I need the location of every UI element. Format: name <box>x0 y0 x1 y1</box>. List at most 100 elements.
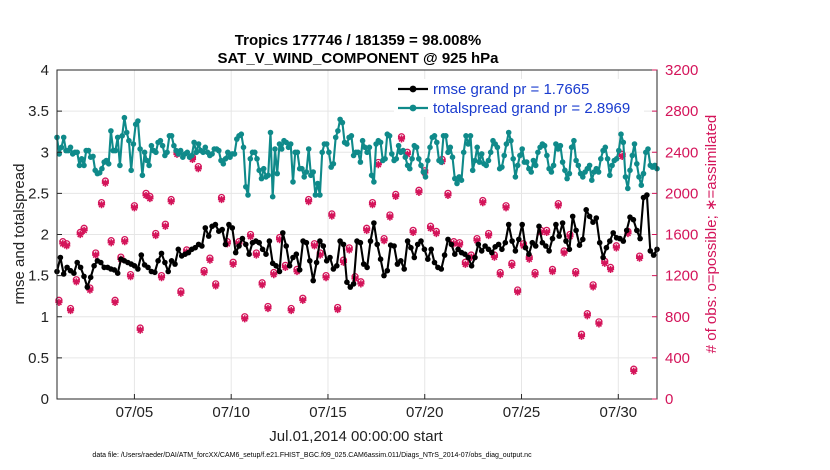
series-rmse-point <box>408 244 414 251</box>
series-rmse-point <box>84 284 91 290</box>
series-spread-point <box>231 151 238 157</box>
series-rmse-point <box>569 213 576 220</box>
series-spread-point <box>631 141 638 147</box>
obs-assimilated-point <box>577 332 586 340</box>
series-spread-point <box>463 133 469 139</box>
obs-assimilated-point <box>397 135 406 143</box>
series-spread-point <box>362 144 368 151</box>
obs-assimilated-point <box>543 228 551 237</box>
obs-assimilated-point <box>374 160 382 169</box>
obs-assimilated-point <box>130 204 139 212</box>
series-rmse-point <box>607 238 613 244</box>
series-spread-point <box>202 144 209 151</box>
series-spread-point <box>144 157 150 164</box>
series-rmse-point <box>495 241 502 248</box>
series-spread-point <box>99 165 105 172</box>
series-spread-point <box>368 172 375 179</box>
series-spread-point <box>487 149 494 156</box>
series-rmse-point <box>199 243 205 249</box>
series-rmse-point <box>239 235 246 242</box>
series-spread-point <box>332 134 339 141</box>
series-spread-point <box>310 169 317 175</box>
series-spread-point <box>447 144 454 151</box>
series-rmse-point <box>418 238 424 244</box>
left-tick-label: 0.5 <box>28 350 49 367</box>
series-spread-point <box>177 147 184 154</box>
series-spread-point <box>76 162 83 169</box>
series-rmse-point <box>425 256 431 263</box>
series-spread-point <box>382 156 388 162</box>
series-rmse-point <box>421 246 428 253</box>
obs-assimilated-point <box>293 267 301 276</box>
series-spread-point <box>141 149 148 156</box>
series-rmse-point <box>155 258 161 264</box>
series-spread-point <box>485 157 492 164</box>
series-spread-point <box>128 167 134 174</box>
series-rmse-point <box>219 226 225 233</box>
obs-assimilated-point <box>496 270 504 279</box>
series-rmse-point <box>583 207 589 213</box>
series-spread-point <box>517 152 523 159</box>
right-axis-label: # of obs: o=possible; ∗=assimilated <box>703 115 720 354</box>
series-rmse-point <box>303 239 310 246</box>
series-spread-point <box>528 169 534 175</box>
series-rmse-point <box>364 264 370 271</box>
series-rmse-point <box>232 249 239 256</box>
series-spread-point <box>535 149 541 156</box>
series-spread-point <box>137 146 143 152</box>
obs-assimilated-point <box>531 270 539 279</box>
series-spread-point <box>81 162 87 169</box>
chart-title-line1: Tropics 177746 / 181359 = 98.008% <box>235 32 481 49</box>
series-spread-point <box>200 149 206 156</box>
obs-assimilated-point <box>409 228 417 237</box>
obs-assimilated-point <box>252 251 260 259</box>
obs-assimilated-point <box>502 204 510 212</box>
obs-assimilated-point <box>357 280 365 288</box>
series-spread-point <box>366 144 373 151</box>
obs-assimilated-point <box>194 165 202 173</box>
series-rmse-point <box>610 230 616 236</box>
series-rmse-point <box>580 236 586 243</box>
series-rmse-point <box>553 221 559 228</box>
obs-assimilated-point <box>76 230 84 239</box>
series-spread-point <box>616 147 622 154</box>
series-spread-point <box>443 133 449 139</box>
obs-assimilated-point <box>246 232 255 241</box>
series-rmse-point <box>246 251 252 257</box>
series-spread-point <box>326 149 332 156</box>
series-spread-point <box>566 170 573 177</box>
obs-assimilated-point <box>264 304 272 313</box>
obs-assimilated-point <box>601 259 609 267</box>
series-spread-point <box>501 152 508 159</box>
x-axis-ticks: 07/05 07/10 07/15 07/20 07/25 07/30 <box>116 394 637 421</box>
series-spread-point <box>438 159 445 165</box>
series-spread-point <box>460 149 467 156</box>
obs-assimilated-point <box>612 244 620 252</box>
series-spread-point <box>604 156 611 162</box>
series-spread-point <box>431 133 438 139</box>
series-spread-point <box>267 129 274 136</box>
series-spread-point <box>157 137 164 144</box>
series-spread-point <box>530 157 537 164</box>
series-spread-point <box>117 162 123 169</box>
obs-assimilated-point <box>572 269 580 278</box>
obs-assimilated-point <box>59 240 67 248</box>
obs-assimilated-point <box>548 267 557 276</box>
series-spread-point <box>483 162 490 169</box>
series-rmse-point <box>549 235 556 242</box>
obs-assimilated-point <box>473 237 481 245</box>
obs-assimilated-point <box>72 278 80 286</box>
series-rmse-point <box>71 270 77 277</box>
series-rmse-point <box>647 248 654 254</box>
obs-assimilated-point <box>595 320 603 328</box>
series-rmse-point <box>489 249 495 256</box>
obs-assimilated-point <box>142 191 150 200</box>
obs-assimilated-point <box>161 222 169 230</box>
series-rmse-point <box>165 268 171 275</box>
series-spread-point <box>164 149 170 156</box>
series-rmse-point <box>536 223 542 230</box>
obs-assimilated-point <box>392 192 400 201</box>
series-spread-point <box>634 161 640 167</box>
series-spread-point <box>422 174 429 180</box>
obs-assimilated-point <box>316 251 324 259</box>
